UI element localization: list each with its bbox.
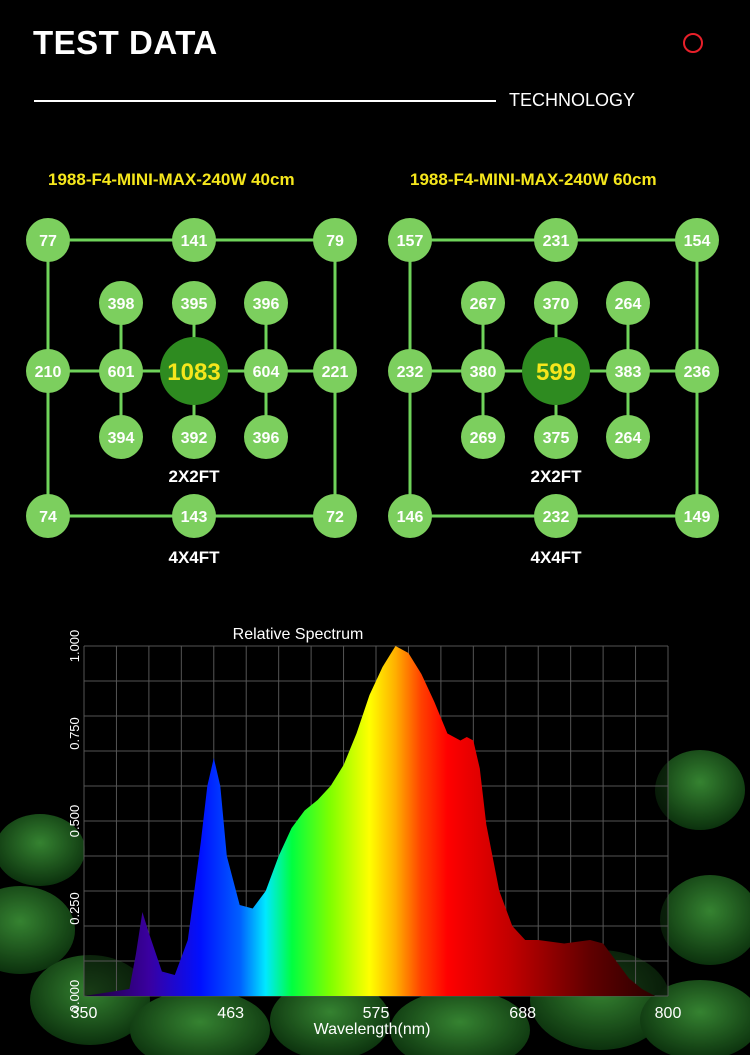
ppfd-value: 72 xyxy=(326,509,344,526)
ppfd-value: 210 xyxy=(35,364,62,381)
ppfd-node xyxy=(388,218,432,262)
ppfd-value: 232 xyxy=(397,364,424,381)
ppfd-node xyxy=(461,415,505,459)
ppfd-value: 146 xyxy=(397,509,424,526)
ppfd-center-node xyxy=(522,337,590,405)
ppfd-diagrams: 77 141 79 210 221 74 143 72 398 395 396 601 604 394 39… xyxy=(26,218,719,567)
ppfd-value: 375 xyxy=(543,430,570,447)
ppfd-value: 380 xyxy=(470,364,497,381)
page-title: TEST DATA xyxy=(33,24,218,61)
ppfd-value: 236 xyxy=(684,364,711,381)
ppfd-node xyxy=(388,494,432,538)
ppfd-node xyxy=(313,218,357,262)
ppfd-value: 141 xyxy=(181,233,208,250)
ppfd-value: 394 xyxy=(108,430,135,447)
area-label-2x2: 2X2FT xyxy=(530,467,582,486)
ppfd-value: 157 xyxy=(397,233,424,250)
ppfd-node xyxy=(606,415,650,459)
ppfd-value: 77 xyxy=(39,233,57,250)
circle-icon xyxy=(683,33,703,53)
ppfd-value: 398 xyxy=(108,296,135,313)
ppfd-value: 267 xyxy=(470,296,497,313)
ppfd-node xyxy=(675,218,719,262)
ppfd-value: 74 xyxy=(39,509,57,526)
ppfd-node xyxy=(313,349,357,393)
ppfd-node xyxy=(244,281,288,325)
area-label-4x4: 4X4FT xyxy=(530,548,582,567)
ppfd-value: 604 xyxy=(253,364,280,381)
ppfd-node xyxy=(606,281,650,325)
ppfd-value: 601 xyxy=(108,364,135,381)
ppfd-node xyxy=(534,218,578,262)
ppfd-node xyxy=(99,415,143,459)
section-subtitle: TECHNOLOGY xyxy=(509,90,636,110)
ppfd-value: 221 xyxy=(322,364,349,381)
ppfd-value: 264 xyxy=(615,430,642,447)
ppfd-node xyxy=(675,349,719,393)
ppfd-node xyxy=(606,349,650,393)
ppfd-node xyxy=(99,349,143,393)
grid-title-60cm: 1988-F4-MINI-MAX-240W 60cm xyxy=(410,170,657,189)
ppfd-center-node xyxy=(160,337,228,405)
ppfd-value: 383 xyxy=(615,364,642,381)
chart-title: Relative Spectrum xyxy=(233,626,364,643)
ppfd-value: 370 xyxy=(543,296,570,313)
ppfd-value: 154 xyxy=(684,233,711,250)
ppfd-node xyxy=(244,415,288,459)
ppfd-value: 269 xyxy=(470,430,497,447)
ppfd-value: 392 xyxy=(181,430,208,447)
ppfd-node xyxy=(534,494,578,538)
ppfd-node xyxy=(461,349,505,393)
clover-background xyxy=(0,750,750,1055)
grid-title-40cm: 1988-F4-MINI-MAX-240W 40cm xyxy=(48,170,295,189)
ppfd-node xyxy=(26,349,70,393)
ppfd-node xyxy=(172,218,216,262)
divider xyxy=(34,100,496,102)
ppfd-node xyxy=(313,494,357,538)
ppfd-value: 143 xyxy=(181,509,208,526)
ppfd-node xyxy=(99,281,143,325)
ppfd-value: 396 xyxy=(253,296,280,313)
ppfd-value: 395 xyxy=(181,296,208,313)
ppfd-node xyxy=(675,494,719,538)
ppfd-node xyxy=(172,281,216,325)
ppfd-center-value: 599 xyxy=(536,359,576,386)
y-tick-label: 1.000 xyxy=(67,630,82,663)
ppfd-value: 264 xyxy=(615,296,642,313)
ppfd-value: 396 xyxy=(253,430,280,447)
ppfd-node xyxy=(534,281,578,325)
ppfd-node xyxy=(244,349,288,393)
ppfd-value: 79 xyxy=(326,233,344,250)
ppfd-node xyxy=(172,415,216,459)
ppfd-value: 231 xyxy=(543,233,570,250)
ppfd-node xyxy=(26,494,70,538)
area-label-2x2: 2X2FT xyxy=(168,467,220,486)
ppfd-node xyxy=(26,218,70,262)
ppfd-value: 149 xyxy=(684,509,711,526)
area-label-4x4: 4X4FT xyxy=(168,548,220,567)
ppfd-value: 232 xyxy=(543,509,570,526)
ppfd-node xyxy=(172,494,216,538)
ppfd-node xyxy=(388,349,432,393)
ppfd-center-value: 1083 xyxy=(167,359,220,386)
ppfd-node xyxy=(461,281,505,325)
ppfd-node xyxy=(534,415,578,459)
